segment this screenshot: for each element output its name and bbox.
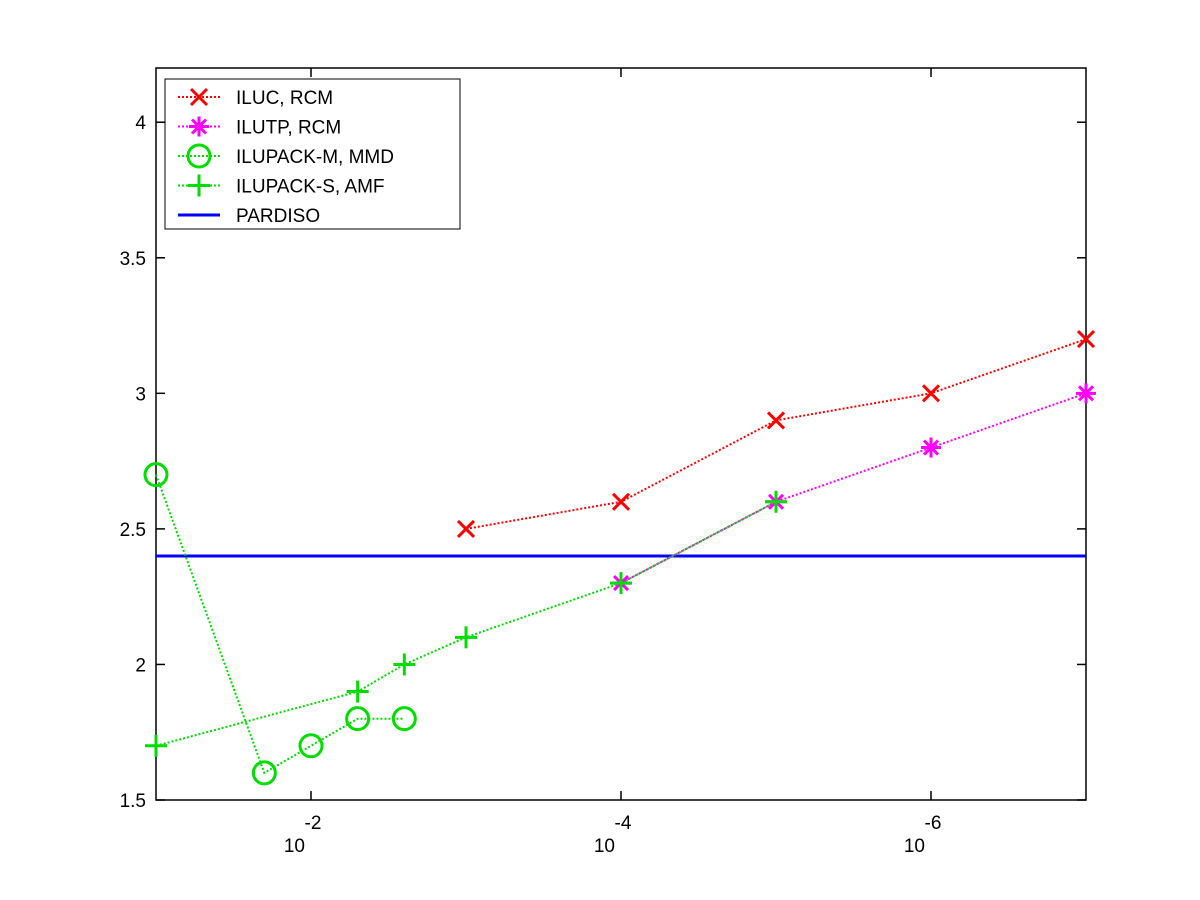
x-tick-exponent: -2 bbox=[305, 813, 322, 834]
data-point bbox=[610, 572, 632, 595]
data-point bbox=[143, 462, 169, 488]
y-tick-label: 1.5 bbox=[120, 791, 146, 812]
data-point bbox=[455, 626, 477, 649]
data-point bbox=[391, 706, 417, 732]
series-layer bbox=[143, 330, 1096, 786]
data-point bbox=[766, 411, 786, 430]
series-line bbox=[155, 500, 777, 747]
data-point bbox=[145, 734, 167, 757]
series-line bbox=[155, 474, 405, 775]
data-point bbox=[921, 384, 941, 403]
legend-label: ILUPACK-S, AMF bbox=[236, 177, 385, 198]
data-point bbox=[1076, 330, 1096, 349]
data-point bbox=[346, 680, 369, 703]
legend-label: ILUTP, RCM bbox=[236, 118, 341, 139]
data-point bbox=[456, 519, 476, 538]
legend-marker bbox=[189, 87, 209, 107]
data-point bbox=[298, 733, 324, 759]
data-point bbox=[765, 490, 787, 513]
data-point bbox=[921, 437, 941, 458]
x-tick-base: 10 bbox=[594, 836, 615, 857]
y-tick-label: 2.5 bbox=[120, 520, 146, 541]
legend-label: PARDISO bbox=[236, 206, 320, 227]
y-tick-label: 3 bbox=[135, 384, 146, 405]
legend-box bbox=[164, 78, 461, 230]
legend-marker bbox=[188, 174, 210, 197]
y-tick-label: 4 bbox=[135, 113, 146, 134]
data-point bbox=[345, 706, 371, 732]
legend-marker bbox=[186, 143, 212, 169]
x-tick-exponent: -4 bbox=[615, 813, 632, 834]
x-tick-base: 10 bbox=[284, 836, 305, 857]
data-point bbox=[251, 760, 277, 786]
legend-marker bbox=[189, 116, 209, 137]
x-axis: 10-210-410-6 bbox=[284, 68, 942, 857]
series-line bbox=[620, 392, 1087, 584]
x-tick-base: 10 bbox=[904, 836, 925, 857]
x-tick-exponent: -6 bbox=[925, 813, 942, 834]
legend-label: ILUC, RCM bbox=[236, 88, 333, 109]
y-axis: 1.5 2 2.5 3 3.5 4 bbox=[120, 113, 1086, 812]
data-point bbox=[1076, 383, 1096, 404]
legend-label: ILUPACK-M, MMD bbox=[236, 147, 394, 168]
legend: ILUC, RCM ILUTP, RCM ILUPACK-M, MMD ILUPACK… bbox=[164, 78, 461, 230]
data-point bbox=[611, 492, 631, 511]
data-point bbox=[393, 653, 416, 676]
y-tick-label: 2 bbox=[135, 655, 146, 676]
y-tick-label: 3.5 bbox=[120, 249, 146, 270]
